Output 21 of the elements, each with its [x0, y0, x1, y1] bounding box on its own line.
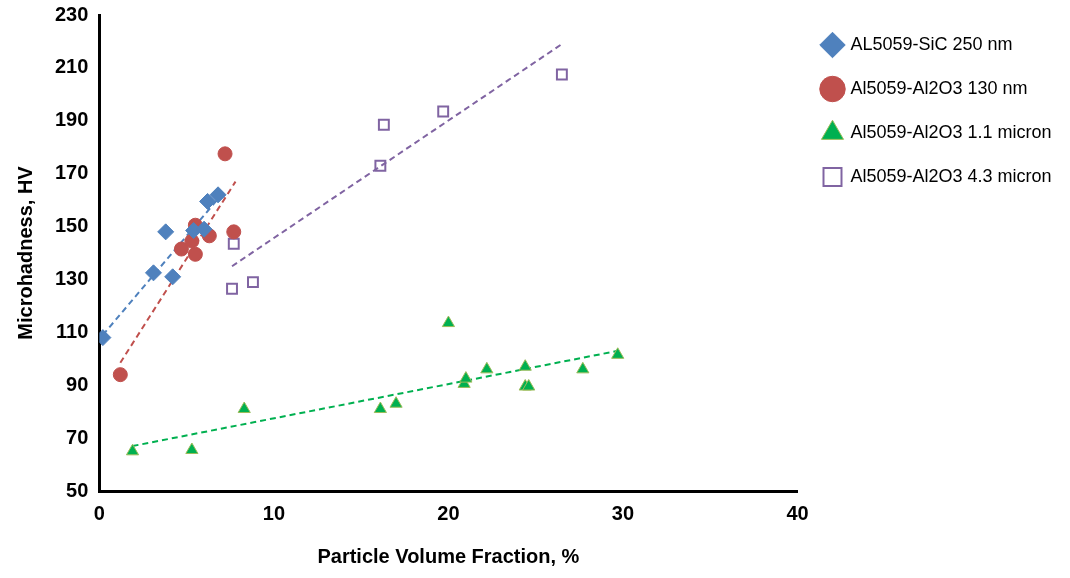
y-tick-label: 170 — [54, 161, 89, 184]
x-tick-label: 40 — [786, 501, 809, 524]
y-tick-label: 90 — [66, 372, 89, 395]
x-tick-label: 10 — [262, 501, 286, 524]
legend-label: AL5059-SiC 250 nm — [850, 33, 1013, 54]
y-tick-label: 190 — [54, 108, 89, 131]
y-tick-label: 130 — [54, 266, 89, 289]
x-tick-label: 30 — [611, 501, 635, 524]
legend-label: Al5059-Al2O3 1.1 micron — [850, 121, 1052, 142]
y-tick-label: 210 — [54, 55, 89, 78]
y-tick-label: 150 — [54, 214, 89, 237]
y-tick-label: 50 — [66, 478, 89, 501]
y-axis-title: Microhadness, HV — [13, 165, 36, 340]
x-axis-title: Particle Volume Fraction, % — [317, 544, 580, 567]
y-tick-label: 110 — [56, 319, 89, 342]
legend-label: Al5059-Al2O3 130 nm — [850, 77, 1028, 98]
legend-label: Al5059-Al2O3 4.3 micron — [850, 165, 1052, 186]
x-tick-label: 0 — [93, 501, 105, 524]
y-tick-label: 230 — [54, 2, 89, 25]
x-tick-label: 20 — [437, 501, 460, 524]
y-tick-label: 70 — [66, 425, 89, 448]
